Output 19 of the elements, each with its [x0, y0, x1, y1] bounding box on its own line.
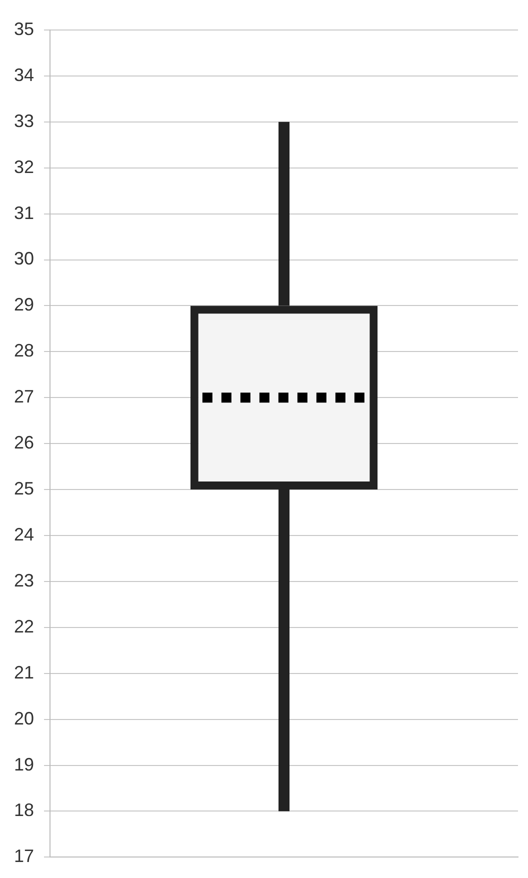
y-tick-label: 23: [14, 570, 34, 590]
y-tick-label: 32: [14, 156, 34, 177]
y-tick-label: 17: [14, 846, 34, 866]
y-tick-label: 18: [14, 800, 34, 820]
y-tick-label: 28: [14, 340, 34, 361]
y-tick-label: 26: [14, 432, 34, 453]
y-tick-label: 21: [14, 662, 34, 682]
y-tick-label: 30: [14, 248, 34, 269]
y-tick-label: 25: [14, 478, 34, 499]
y-tick-label: 35: [14, 18, 34, 39]
y-tick-label: 22: [14, 616, 34, 636]
y-tick-label: 29: [14, 294, 34, 315]
y-tick-label: 20: [14, 708, 34, 728]
y-tick-label: 34: [14, 64, 34, 85]
y-tick-label: 31: [14, 202, 34, 223]
y-tick-label: 19: [14, 754, 34, 774]
y-tick-label: 33: [14, 110, 34, 131]
y-tick-label: 27: [14, 386, 34, 407]
y-tick-label: 24: [14, 524, 34, 544]
